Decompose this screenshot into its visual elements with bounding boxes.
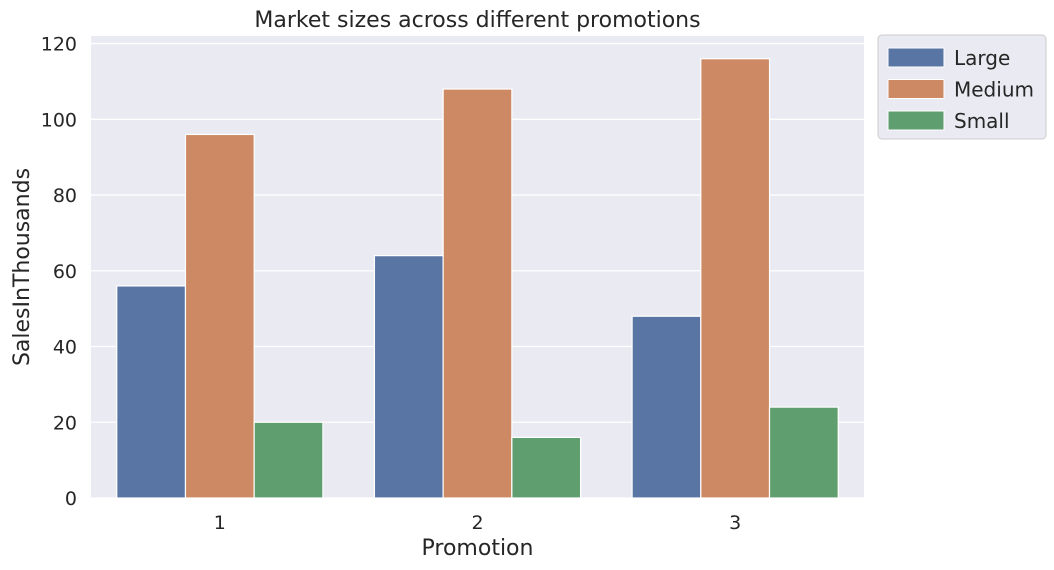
y-tick-label: 100	[41, 109, 77, 131]
legend-swatch-small	[887, 110, 945, 131]
bar-large-1	[116, 285, 187, 499]
y-axis-ticks: 0 20 40 60 80 100 120	[41, 34, 77, 510]
legend-swatch-large	[887, 47, 945, 68]
bar-medium-3	[700, 58, 771, 499]
y-axis-label: SalesInThousands	[10, 168, 35, 366]
legend-swatch-medium	[887, 79, 945, 99]
y-tick-label: 0	[65, 488, 77, 510]
legend-label-small: Small	[954, 109, 1010, 133]
x-axis-label: Promotion	[422, 536, 534, 561]
y-tick-label: 20	[53, 412, 77, 434]
y-tick-label: 120	[41, 34, 77, 56]
chart-title: Market sizes across different promotions	[254, 8, 700, 33]
bar-small-1	[253, 421, 324, 499]
bar-medium-2	[442, 88, 513, 499]
x-tick-label: 1	[214, 512, 226, 534]
bar-small-3	[768, 406, 839, 499]
legend-label-large: Large	[954, 46, 1010, 70]
y-tick-label: 60	[53, 261, 77, 283]
legend: Large Medium Small	[877, 34, 1047, 140]
x-axis-ticks: 1 2 3	[214, 512, 741, 534]
y-tick-label: 80	[53, 185, 77, 207]
bar-large-3	[631, 315, 702, 499]
bar-medium-1	[184, 133, 255, 499]
legend-label-medium: Medium	[954, 78, 1034, 102]
y-tick-label: 40	[53, 337, 77, 359]
x-tick-label: 3	[729, 512, 741, 534]
bar-small-2	[511, 436, 582, 499]
bar-large-2	[373, 255, 444, 499]
bars	[116, 58, 839, 499]
x-tick-label: 2	[471, 512, 483, 534]
